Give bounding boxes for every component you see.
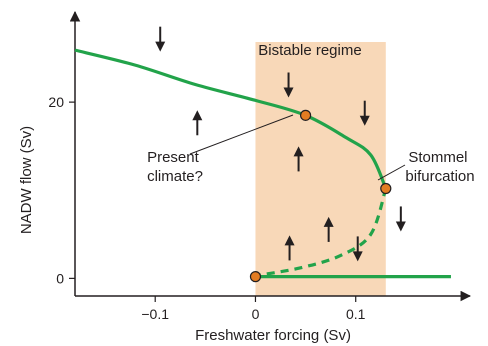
up-arrow-icon xyxy=(192,110,203,136)
down-arrow-icon xyxy=(359,100,370,126)
present-climate-label: Present climate? xyxy=(147,149,203,185)
present-climate-point xyxy=(299,109,312,121)
stommel-bifurcation-label-line-1: Stommel xyxy=(408,149,467,166)
y-tick-label: 20 xyxy=(48,94,64,110)
stommel-bifurcation-label: Stommel bifurcation xyxy=(405,149,474,185)
present-climate-leader-line xyxy=(189,114,294,155)
bistable-region xyxy=(255,42,386,296)
bistable-regime-label: Bistable regime xyxy=(258,42,361,59)
down-arrow-icon xyxy=(283,72,294,98)
up-arrow-icon xyxy=(293,146,304,172)
down-arrow-icon xyxy=(352,236,363,262)
x-tick-label: 0.1 xyxy=(346,306,366,322)
stommel-bifurcation-point xyxy=(380,182,392,195)
y-axis-label: NADW flow (Sv) xyxy=(18,126,35,234)
present-climate-label-line-1: Present xyxy=(147,149,200,166)
down-arrow-icon xyxy=(395,206,406,232)
x-tick-label: 0 xyxy=(252,306,260,322)
y-tick-label: 0 xyxy=(56,270,64,286)
up-arrow-icon xyxy=(323,216,334,242)
down-arrow-icon xyxy=(155,26,166,52)
stommel-bifurcation-label-line-2: bifurcation xyxy=(405,168,474,185)
unstable-branch-line xyxy=(255,187,388,278)
x-axis-label: Freshwater forcing (Sv) xyxy=(195,327,351,344)
stommel-leader-line xyxy=(377,164,406,181)
present-climate-label-line-2: climate? xyxy=(147,168,203,185)
off-state-point xyxy=(249,271,262,283)
stable-on-branch-line xyxy=(74,48,388,190)
x-tick-label: −0.1 xyxy=(141,306,169,322)
up-arrow-icon xyxy=(284,235,295,261)
